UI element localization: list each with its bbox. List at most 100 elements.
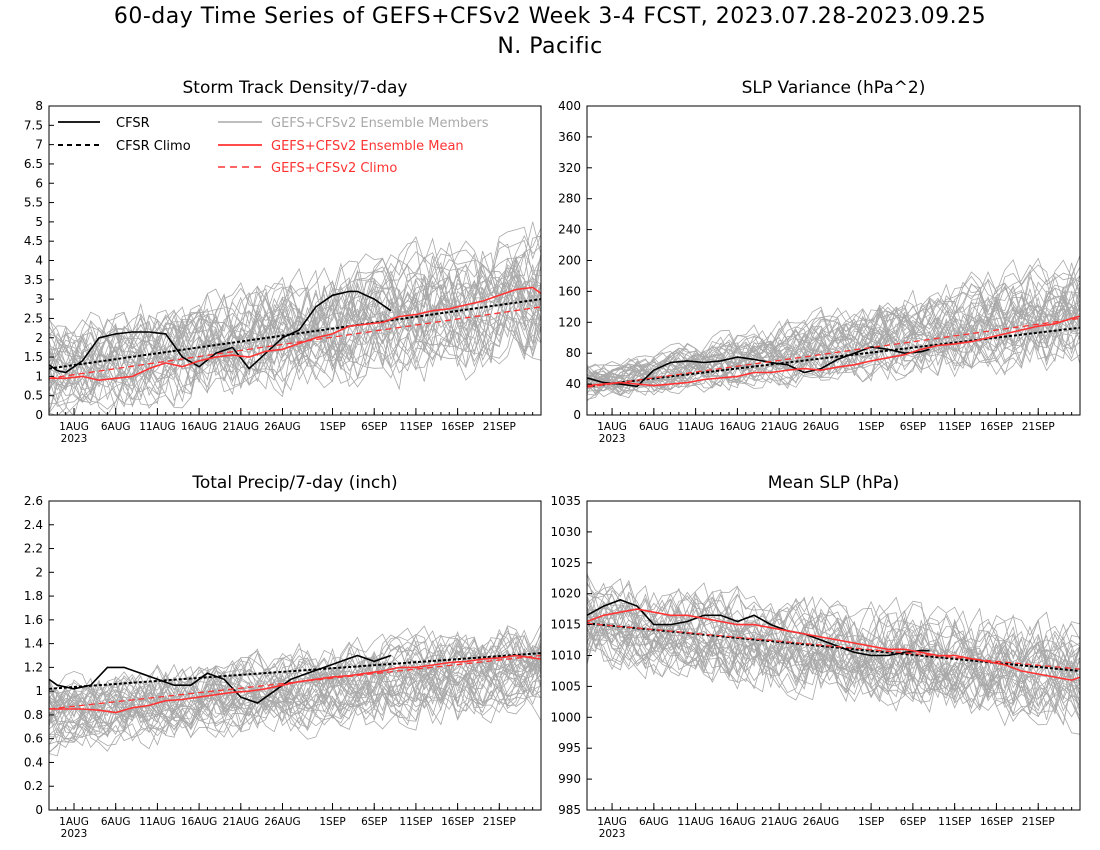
y-tick-label: 1.2 — [24, 660, 43, 674]
x-tick-label: 6SEP — [900, 421, 926, 433]
cfsr-climo-line — [587, 326, 1080, 388]
y-tick-label: 1010 — [550, 649, 581, 663]
panel-frame — [48, 500, 542, 811]
x-tick-label: 11SEP — [938, 421, 971, 433]
plot-area — [587, 572, 1080, 735]
x-tick-label: 11AUG — [139, 816, 175, 828]
x-tick-label: 21SEP — [483, 421, 516, 433]
chart-panel-2: SLP Variance (hPa^2) 0 40 80 120 160 200 240 280… — [558, 78, 1081, 445]
y-tick-label: 80 — [566, 346, 581, 360]
ensemble-member-line — [49, 640, 541, 723]
x-tick-label: 1AUG — [59, 421, 89, 433]
ensemble-member-line — [49, 273, 541, 392]
y-tick-label: 990 — [558, 772, 581, 786]
y-tick-label: 0 — [573, 408, 581, 422]
y-tick-label: 0 — [35, 803, 43, 817]
ensemble-member-line — [587, 290, 1080, 387]
ensemble-member-line — [49, 226, 541, 363]
plot-area — [587, 255, 1080, 402]
ensemble-member-line — [49, 306, 541, 415]
y-tick-label: 995 — [558, 741, 581, 755]
y-tick-label: 1000 — [550, 710, 581, 724]
x-tick-label: 21AUG — [223, 421, 259, 433]
ensemble-member-line — [587, 623, 1080, 709]
x-tick-label: 16AUG — [719, 816, 755, 828]
x-year-label: 2023 — [599, 828, 626, 840]
x-tick-label: 1SEP — [319, 816, 345, 828]
panel-title: Mean SLP (hPa) — [768, 473, 900, 493]
ensemble-member-line — [587, 274, 1080, 383]
figure-title: 60-day Time Series of GEFS+CFSv2 Week 3-… — [113, 4, 987, 29]
ensemble-member-line — [49, 663, 541, 753]
x-tick-label: 16AUG — [181, 816, 217, 828]
cfsr-line — [587, 346, 930, 388]
x-tick-label: 26AUG — [264, 421, 300, 433]
y-tick-label: 1030 — [550, 525, 581, 539]
y-tick-label: 400 — [558, 99, 581, 113]
y-tick-label: 3.5 — [24, 273, 43, 287]
y-tick-label: 5.5 — [24, 196, 43, 210]
x-tick-label: 1AUG — [597, 421, 627, 433]
x-tick-label: 16SEP — [441, 421, 474, 433]
ensemble-member-line — [49, 663, 541, 727]
ensemble-mean-line — [49, 286, 541, 382]
ensemble-member-line — [587, 582, 1080, 683]
y-tick-label: 3 — [35, 292, 43, 306]
ensemble-member-line — [49, 654, 541, 734]
y-tick-label: 0 — [35, 408, 43, 422]
panel-title: Storm Track Density/7-day — [183, 78, 408, 98]
ensemble-member-line — [587, 303, 1080, 392]
ensemble-member-line — [587, 585, 1080, 683]
x-tick-label: 21SEP — [483, 816, 516, 828]
y-tick-label: 1025 — [550, 556, 581, 570]
y-tick-label: 1.5 — [24, 350, 43, 364]
ensemble-member-line — [49, 284, 541, 401]
ensemble-member-line — [49, 664, 541, 753]
y-tick-label: 1.4 — [24, 637, 43, 651]
x-tick-label: 1SEP — [858, 421, 884, 433]
ensemble-member-line — [49, 652, 541, 745]
ensemble-member-line — [587, 285, 1080, 391]
x-tick-label: 11SEP — [399, 816, 432, 828]
y-tick-label: 1 — [35, 684, 43, 698]
legend-cfsr-label: CFSR — [116, 116, 150, 131]
figure-region: N. Pacific — [497, 34, 603, 59]
y-tick-label: 2 — [35, 331, 43, 345]
x-tick-label: 6SEP — [361, 816, 387, 828]
ensemble-member-line — [49, 221, 541, 365]
plot-area — [49, 624, 541, 757]
ensemble-member-line — [587, 262, 1080, 378]
ensemble-member-line — [587, 318, 1080, 398]
cfsr-line — [49, 290, 392, 374]
y-tick-label: 320 — [558, 161, 581, 175]
x-tick-label: 11SEP — [938, 816, 971, 828]
x-tick-label: 21SEP — [1022, 421, 1055, 433]
ensemble-member-line — [49, 252, 541, 392]
x-tick-label: 6SEP — [900, 816, 926, 828]
ensemble-climo-line — [49, 654, 541, 710]
ensemble-member-line — [587, 608, 1080, 686]
ensemble-member-line — [49, 637, 541, 719]
x-tick-label: 6AUG — [101, 816, 131, 828]
x-tick-label: 11AUG — [677, 421, 713, 433]
x-tick-label: 11SEP — [399, 421, 432, 433]
ensemble-member-line — [49, 323, 541, 405]
x-year-label: 2023 — [61, 828, 88, 840]
ensemble-member-line — [587, 266, 1080, 379]
x-tick-label: 11AUG — [139, 421, 175, 433]
ensemble-member-line — [587, 282, 1080, 385]
y-tick-label: 7 — [35, 138, 43, 152]
ensemble-member-line — [49, 674, 541, 757]
y-tick-label: 4 — [35, 254, 43, 268]
x-tick-label: 1SEP — [319, 421, 345, 433]
y-tick-label: 0.6 — [24, 732, 43, 746]
ensemble-member-line — [587, 606, 1080, 718]
ensemble-member-line — [587, 593, 1080, 687]
y-tick-label: 1.8 — [24, 589, 43, 603]
ensemble-member-line — [49, 274, 541, 396]
cfsr-line — [587, 599, 930, 657]
ensemble-member-line — [587, 608, 1080, 715]
ensemble-member-line — [49, 285, 541, 413]
x-tick-label: 26AUG — [803, 421, 839, 433]
